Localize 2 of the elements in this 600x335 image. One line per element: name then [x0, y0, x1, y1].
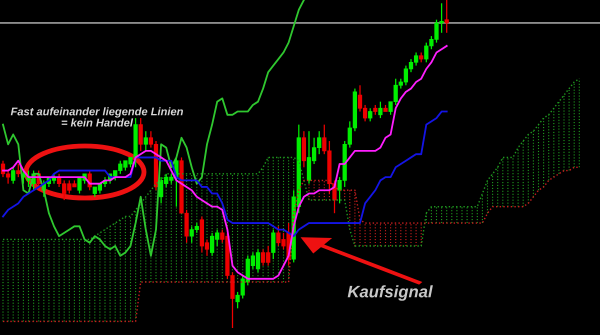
annotation: Fast aufeinander liegende Linien = kein Handel — [10, 107, 183, 127]
annotation: Kaufsignal — [348, 285, 433, 301]
